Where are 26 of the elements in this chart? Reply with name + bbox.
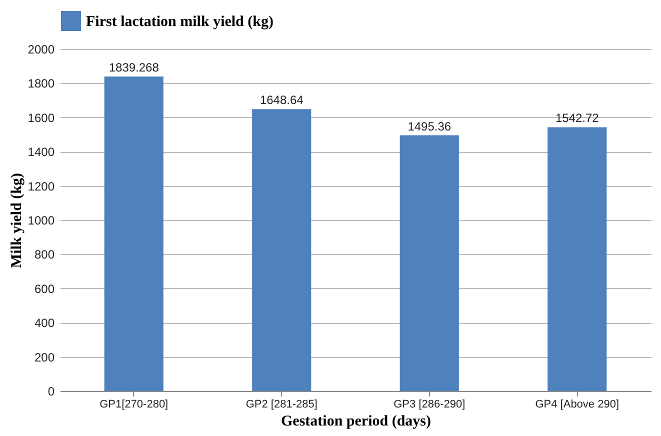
data-label: 1839.268 xyxy=(108,60,160,74)
bar xyxy=(252,109,312,391)
bar xyxy=(548,127,607,391)
y-tick-label: 800 xyxy=(34,248,55,262)
data-label: 1495.36 xyxy=(408,119,452,134)
y-tick-label: 1400 xyxy=(28,145,55,160)
y-tick-label: 2000 xyxy=(28,42,55,56)
data-label: 1542.72 xyxy=(555,111,600,126)
y-tick-label: 400 xyxy=(34,316,55,330)
bar xyxy=(400,135,459,391)
y-tick-label: 600 xyxy=(34,282,55,296)
x-tick-label: GP4 [Above 290] xyxy=(535,398,620,410)
y-tick-label: 1600 xyxy=(28,110,55,125)
y-axis-title: Milk yield (kg) xyxy=(8,172,25,268)
x-tick-label: GP2 [281-285] xyxy=(246,398,318,410)
y-tick-label: 1800 xyxy=(28,76,55,91)
bar xyxy=(104,76,164,391)
legend-label: First lactation milk yield (kg) xyxy=(86,14,274,30)
x-tick-label: GP3 [286-290] xyxy=(394,398,466,410)
data-label: 1648.64 xyxy=(260,93,304,108)
y-tick-label: 0 xyxy=(48,384,55,398)
x-tick-label: GP1[270-280] xyxy=(100,398,168,410)
y-tick-label: 1200 xyxy=(28,179,55,194)
y-tick-label: 1000 xyxy=(28,214,55,228)
x-axis-title: Gestation period (days) xyxy=(281,414,432,430)
y-tick-label: 200 xyxy=(34,350,55,364)
